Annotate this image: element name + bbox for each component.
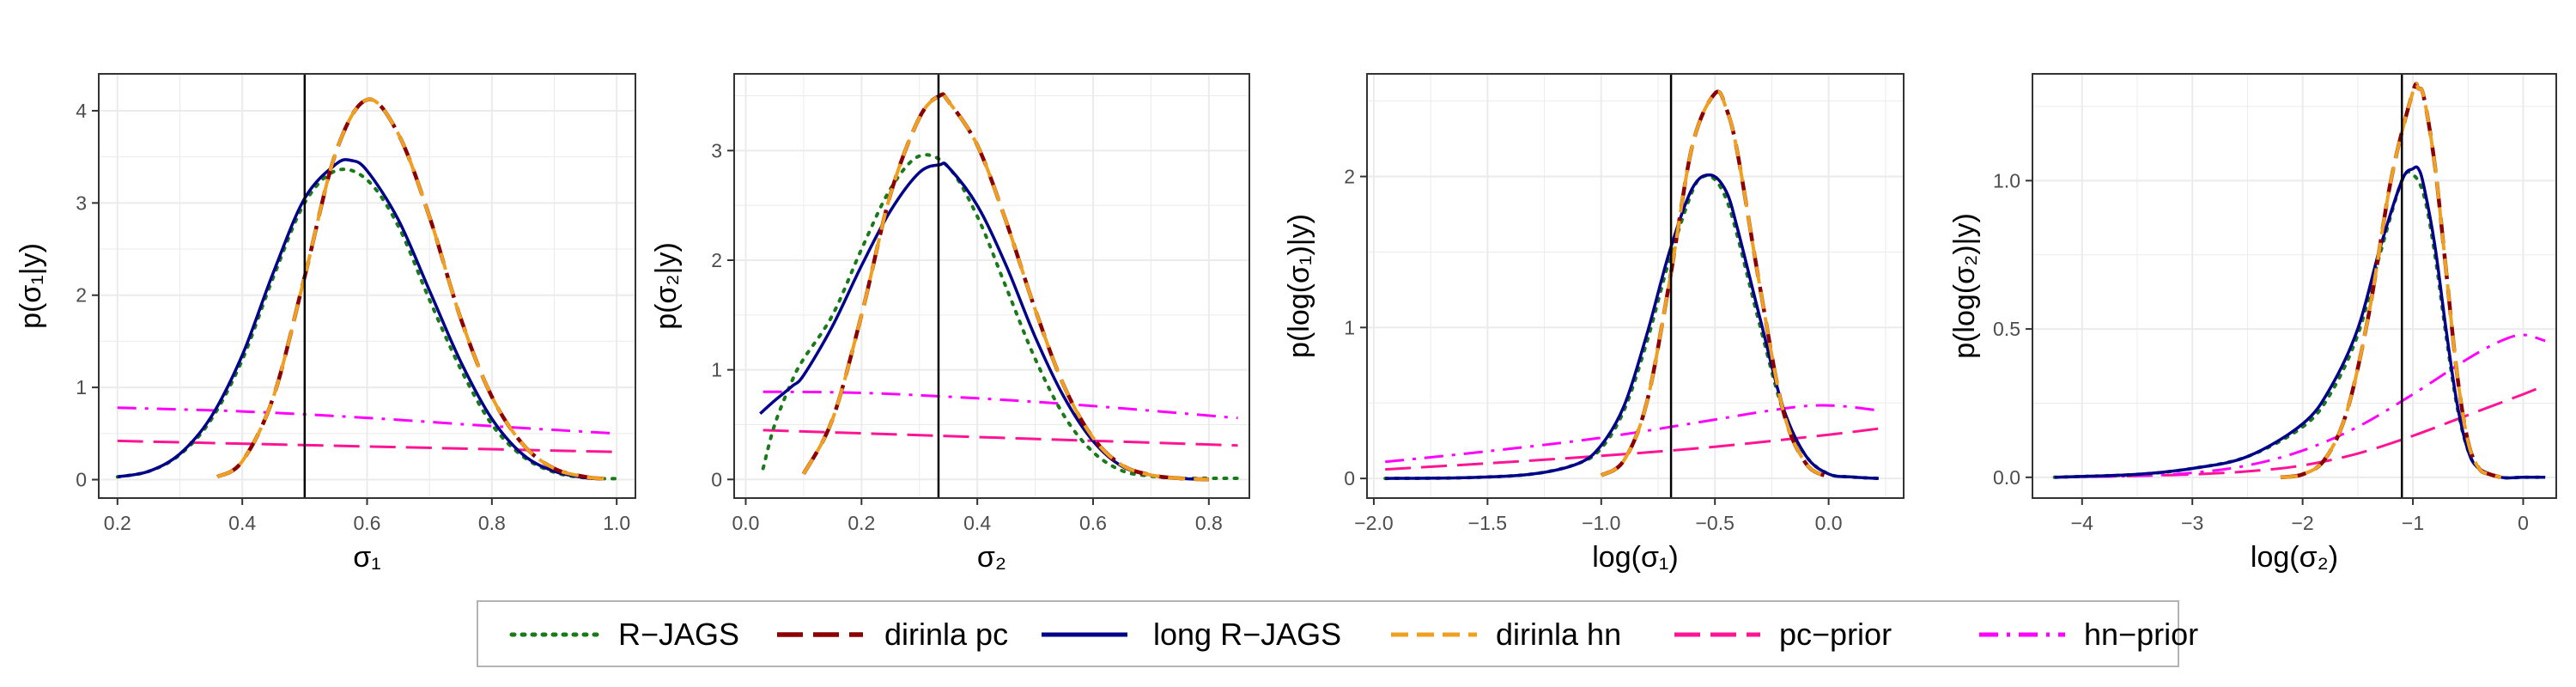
legend-item-dirinla-pc: dirinla pc: [777, 617, 1008, 652]
grid: [734, 74, 1249, 498]
grid: [99, 74, 635, 498]
x-tick-label: 0.0: [732, 512, 759, 534]
x-tick-label: 0.6: [1079, 512, 1107, 534]
panel-4: −4 −3 −2 −1 0 0.0 0.5 1.0 log(σ₂) p(log(σ₂)|y): [1948, 73, 2557, 574]
x-axis-label: σ₁: [353, 541, 380, 574]
x-axis-label: log(σ₁): [1592, 541, 1678, 574]
axis-ticks: −4 −3 −2 −1 0 0.0 0.5 1.0: [1993, 169, 2529, 534]
series-line-dirinla-hn: [802, 92, 1209, 482]
y-tick-label: 0: [76, 469, 87, 491]
legend-item-pc-prior: pc−prior: [1674, 617, 1892, 652]
series-line-long-r-jags: [117, 158, 605, 481]
y-axis-label: p(σ₁|y): [15, 243, 47, 329]
x-tick-label: 1.0: [603, 512, 630, 534]
panel-border: [2032, 73, 2557, 499]
x-tick-label: −2: [2292, 512, 2314, 534]
x-tick-label: −4: [2071, 512, 2093, 534]
series-lines: [2052, 82, 2548, 480]
panel-border: [733, 73, 1250, 499]
grid: [1367, 74, 1904, 498]
y-tick-label: 4: [76, 100, 87, 122]
legend-box: [477, 600, 2179, 667]
y-tick-label: 1.0: [1993, 169, 2020, 192]
series-line-hn-prior: [117, 406, 617, 435]
y-tick-label: 2: [76, 284, 87, 307]
x-tick-label: 0.8: [1195, 512, 1223, 534]
x-tick-label: 0.4: [228, 512, 256, 534]
x-tick-label: 0.2: [104, 512, 131, 534]
series-line-pc-prior: [1385, 427, 1880, 471]
y-tick-label: 2: [711, 249, 722, 271]
x-axis-label: log(σ₂): [2251, 541, 2338, 574]
series-lines: [759, 92, 1240, 482]
grid: [2032, 74, 2556, 498]
x-axis-label: σ₂: [977, 541, 1006, 574]
series-line-pc-prior: [117, 439, 617, 453]
y-tick-label: 0: [1344, 467, 1355, 489]
series-line-r-jags: [761, 153, 1240, 481]
series-line-hn-prior: [2054, 333, 2546, 479]
panel-background: [1367, 74, 1904, 498]
x-tick-label: 0.0: [1815, 512, 1843, 534]
series-line-dirinla-hn: [1600, 89, 1830, 479]
x-tick-label: −1: [2402, 512, 2424, 534]
legend-label: dirinla hn: [1496, 617, 1621, 652]
axis-ticks: 0.2 0.4 0.6 0.8 1.0 0 1 2 3 4: [76, 100, 630, 534]
y-tick-label: 3: [711, 139, 722, 161]
series-line-long-r-jags: [1385, 173, 1879, 480]
x-tick-label: −1.5: [1468, 512, 1507, 534]
series-line-dirinla-pc: [216, 97, 605, 481]
y-tick-label: 3: [76, 192, 87, 214]
x-tick-label: 0: [2518, 512, 2529, 534]
y-tick-label: 1: [711, 359, 722, 381]
panel-background: [2032, 74, 2556, 498]
y-tick-label: 0: [711, 468, 722, 490]
panel-border: [1366, 73, 1905, 499]
series-line-dirinla-hn: [2280, 82, 2502, 479]
y-axis-label: p(log(σ₂)|y): [1948, 213, 1981, 359]
legend-item-hn-prior: hn−prior: [1979, 617, 2198, 652]
legend: R−JAGS dirinla pc long R−JAGS dirinla hn pc−…: [477, 600, 2198, 667]
x-tick-label: 0.6: [354, 512, 381, 534]
panel-2: 0.0 0.2 0.4 0.6 0.8 0 1 2 3 σ₂ p(σ₂|y): [650, 73, 1250, 574]
y-tick-label: 0.0: [1993, 466, 2020, 489]
legend-item-dirinla-hn: dirinla hn: [1391, 617, 1621, 652]
series-line-pc-prior: [762, 429, 1238, 447]
axis-ticks: 0.0 0.2 0.4 0.6 0.8 0 1 2 3: [711, 139, 1223, 534]
legend-label: pc−prior: [1779, 617, 1892, 652]
panel-3: −2.0 −1.5 −1.0 −0.5 0.0 0 1 2 log(σ₁) p(log(σ₁)|y…: [1283, 73, 1905, 574]
legend-item-r-jags: R−JAGS: [509, 617, 739, 652]
x-tick-label: 0.4: [963, 512, 991, 534]
y-tick-label: 2: [1344, 166, 1355, 188]
x-tick-label: −3: [2181, 512, 2203, 534]
legend-label: R−JAGS: [618, 617, 739, 652]
legend-label: hn−prior: [2084, 617, 2198, 652]
series-lines: [1383, 89, 1880, 481]
series-lines: [115, 97, 619, 481]
x-tick-label: −1.0: [1582, 512, 1620, 534]
x-tick-label: 0.2: [848, 512, 875, 534]
y-tick-label: 1: [76, 376, 87, 398]
x-tick-label: 0.8: [478, 512, 506, 534]
panel-1: 0.2 0.4 0.6 0.8 1.0 0 1 2 3 4 σ₁ p(σ₁|y): [15, 73, 636, 574]
axis-ticks: −2.0 −1.5 −1.0 −0.5 0.0 0 1 2: [1344, 166, 1842, 534]
y-axis-label: p(σ₂|y): [650, 242, 683, 330]
x-tick-label: −0.5: [1695, 512, 1734, 534]
y-axis-label: p(log(σ₁)|y): [1283, 214, 1315, 358]
legend-item-long-r-jags: long R−JAGS: [1042, 617, 1341, 652]
panel-background: [734, 74, 1249, 498]
legend-label: long R−JAGS: [1153, 617, 1341, 652]
y-tick-label: 1: [1344, 316, 1355, 338]
legend-label: dirinla pc: [884, 617, 1008, 652]
series-line-hn-prior: [1385, 404, 1880, 464]
y-tick-label: 0.5: [1993, 318, 2020, 340]
x-tick-label: −2.0: [1354, 512, 1393, 534]
